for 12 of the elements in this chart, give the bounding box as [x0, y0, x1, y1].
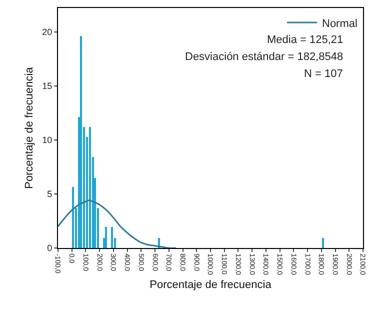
legend-label: Normal — [322, 18, 358, 30]
line-series — [58, 200, 177, 248]
y-axis-title: Porcentaje de frecuencia — [24, 66, 36, 189]
x-axis-title: Porcentaje de frecuencia — [150, 279, 272, 292]
y-tick-label: 10 — [42, 135, 52, 146]
annotation: Media = 125,21 — [267, 34, 344, 46]
annotation: Desviación estándar = 182,8548 — [185, 51, 344, 63]
y-tick-label: 5 — [47, 189, 52, 200]
annotation: N = 107 — [304, 68, 343, 80]
y-tick-label: 20 — [42, 26, 52, 37]
y-tick-label: 0 — [47, 243, 52, 254]
y-tick-label: 15 — [42, 80, 52, 91]
